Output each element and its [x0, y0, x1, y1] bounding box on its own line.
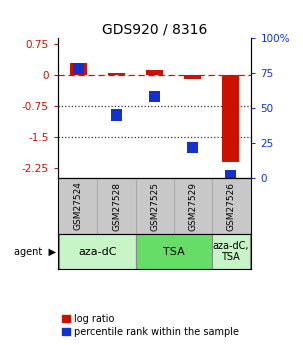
- Bar: [187, 141, 198, 153]
- Bar: [70, 63, 87, 75]
- Bar: [146, 70, 163, 75]
- Bar: [73, 63, 84, 75]
- Bar: [135, 234, 211, 269]
- Text: GSM27526: GSM27526: [226, 181, 235, 230]
- Text: GSM27524: GSM27524: [74, 181, 83, 230]
- Text: GSM27528: GSM27528: [112, 181, 121, 230]
- Text: GSM27529: GSM27529: [188, 181, 197, 230]
- Bar: [149, 91, 160, 102]
- Bar: [225, 170, 236, 181]
- Text: agent  ▶: agent ▶: [15, 247, 56, 257]
- Bar: [184, 75, 201, 79]
- Title: GDS920 / 8316: GDS920 / 8316: [102, 23, 207, 37]
- Bar: [59, 234, 135, 269]
- Bar: [222, 75, 239, 162]
- Legend: log ratio, percentile rank within the sample: log ratio, percentile rank within the sa…: [62, 314, 239, 337]
- Bar: [108, 73, 125, 75]
- Text: aza-dC: aza-dC: [78, 247, 117, 257]
- Text: GSM27525: GSM27525: [150, 181, 159, 230]
- Text: aza-dC,
TSA: aza-dC, TSA: [212, 241, 249, 263]
- Text: TSA: TSA: [163, 247, 185, 257]
- Bar: [211, 234, 250, 269]
- Bar: [111, 109, 122, 121]
